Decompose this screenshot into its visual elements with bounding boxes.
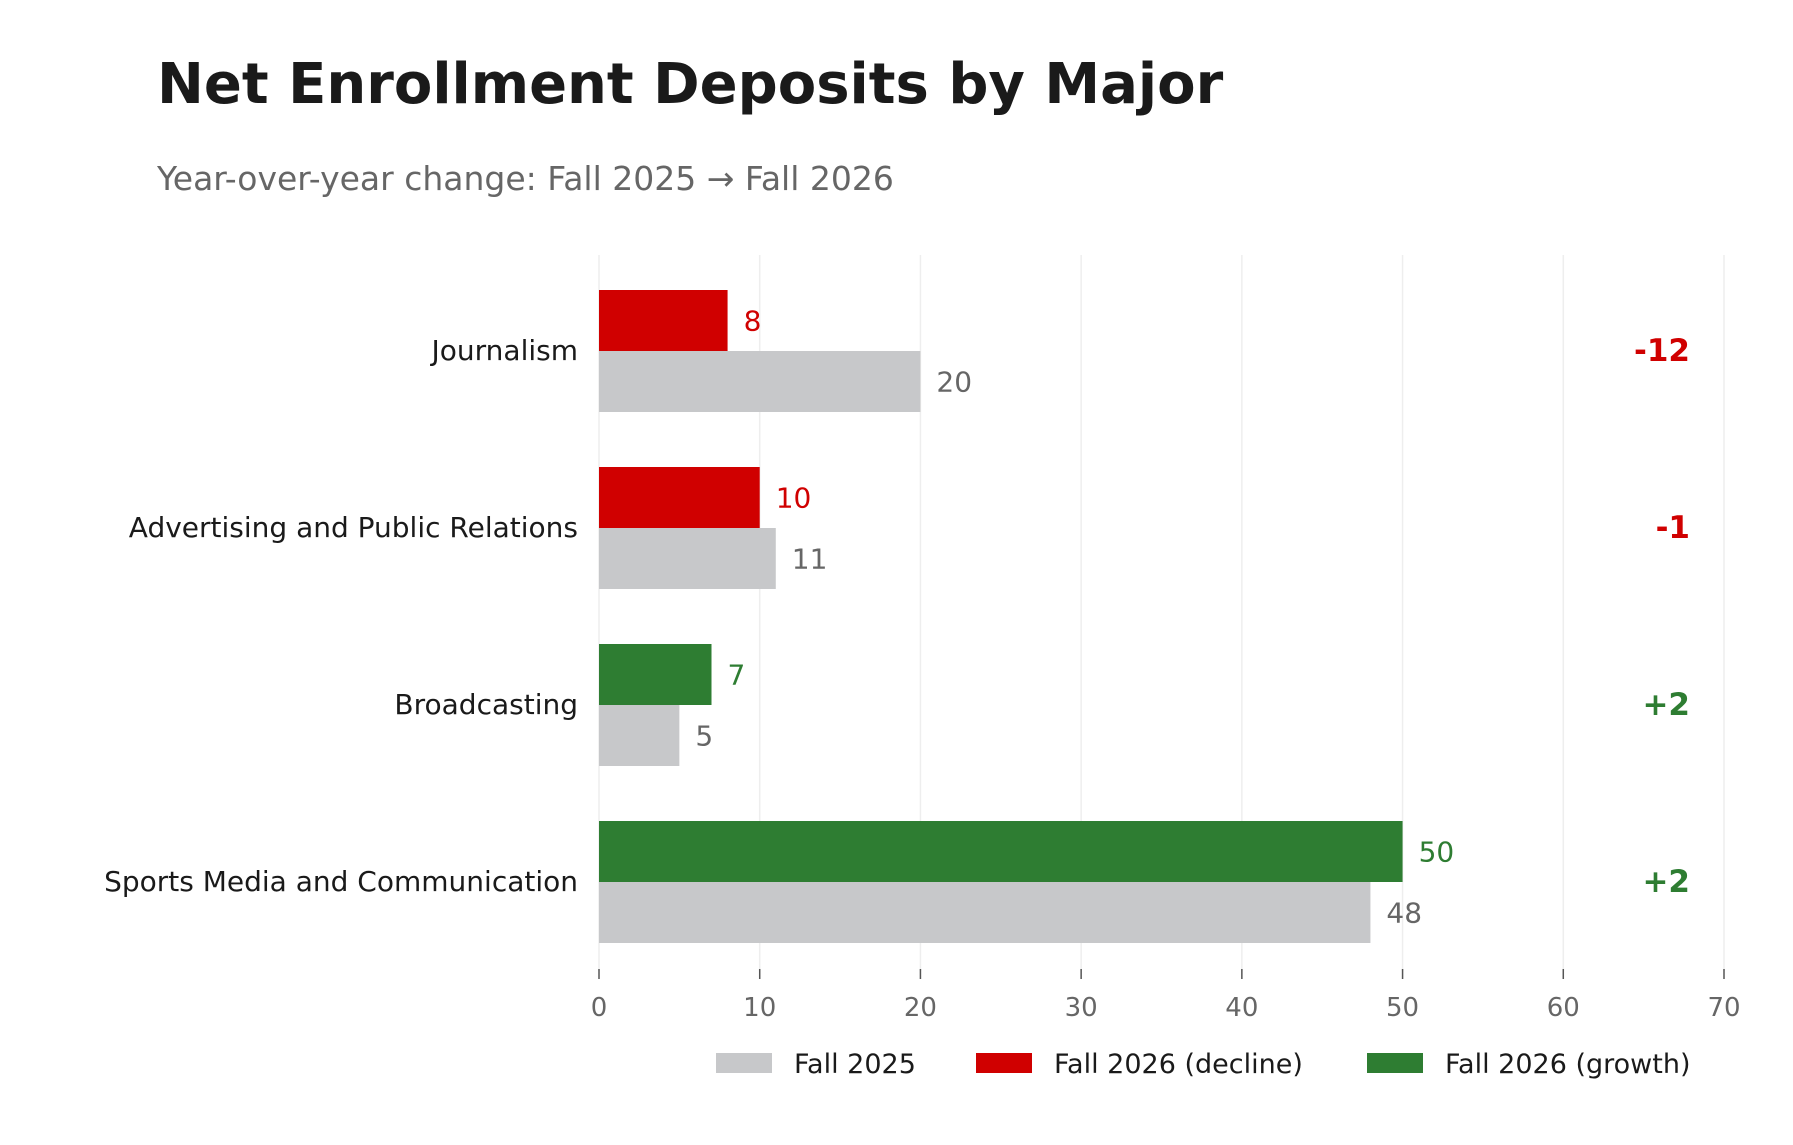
bar-fall-2025: [599, 528, 776, 589]
x-tick-label: 0: [591, 993, 608, 1023]
chart-title: Net Enrollment Deposits by Major: [157, 52, 1224, 117]
change-label: +2: [1642, 864, 1690, 900]
bar-fall-2026: [599, 644, 712, 705]
bar-fall-2026: [599, 290, 728, 351]
x-tick-label: 20: [904, 993, 937, 1023]
category-label: Broadcasting: [394, 688, 578, 721]
x-tick-label: 40: [1225, 993, 1258, 1023]
category-label: Advertising and Public Relations: [129, 511, 578, 544]
legend-label: Fall 2025: [794, 1049, 916, 1080]
legend-label: Fall 2026 (decline): [1054, 1049, 1303, 1080]
data-label-fall-2025: 11: [792, 543, 828, 576]
change-label: -12: [1634, 333, 1690, 369]
data-label-fall-2026: 10: [776, 482, 812, 515]
data-label-fall-2025: 20: [936, 366, 972, 399]
change-label: +2: [1642, 687, 1690, 723]
legend-swatch: [976, 1053, 1032, 1073]
change-label: -1: [1656, 510, 1690, 546]
x-tick-label: 10: [743, 993, 776, 1023]
legend-swatch: [1367, 1053, 1423, 1073]
legend-swatch: [716, 1053, 772, 1073]
x-axis: 0 10 20 30 40 50 60 70: [591, 969, 1741, 1023]
x-tick-label: 30: [1065, 993, 1098, 1023]
bar-fall-2025: [599, 705, 680, 766]
legend: Fall 2025 Fall 2026 (decline) Fall 2026 (g…: [716, 1049, 1691, 1080]
legend-label: Fall 2026 (growth): [1445, 1049, 1691, 1080]
data-label-fall-2025: 5: [695, 720, 713, 753]
data-label-fall-2025: 48: [1386, 897, 1422, 930]
bar-fall-2025: [599, 882, 1371, 943]
data-label-fall-2026: 7: [728, 659, 746, 692]
bar-fall-2026: [599, 467, 760, 528]
bar-fall-2026: [599, 821, 1403, 882]
category-label: Journalism: [430, 334, 578, 367]
bar-fall-2025: [599, 351, 921, 412]
data-label-fall-2026: 50: [1419, 836, 1455, 869]
category-label: Sports Media and Communication: [104, 865, 578, 898]
x-tick-label: 50: [1386, 993, 1419, 1023]
x-tick-label: 60: [1547, 993, 1580, 1023]
bars: Journalism 8 20 -12 Advertising and Public R…: [104, 290, 1690, 943]
x-tick-label: 70: [1707, 993, 1740, 1023]
chart-subtitle: Year-over-year change: Fall 2025 → Fall …: [156, 159, 894, 198]
data-label-fall-2026: 8: [744, 305, 762, 338]
